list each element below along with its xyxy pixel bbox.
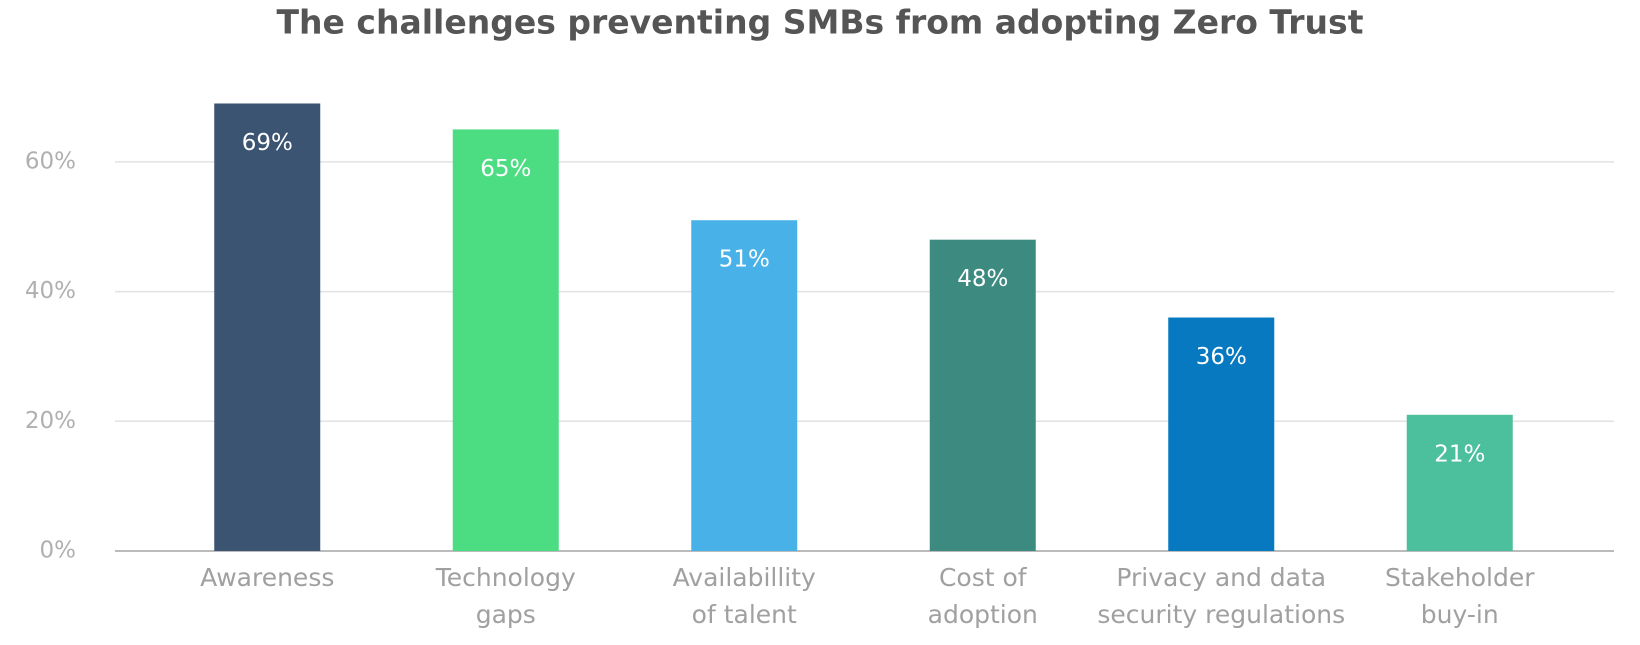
y-tick-label: 60% [25,148,76,174]
bar [1406,414,1513,551]
value-label: 48% [957,266,1008,292]
x-tick-label: Stakeholder buy-in [1384,563,1535,629]
y-tick-label: 0% [40,538,77,564]
bar [929,239,1036,551]
x-tick-label: Awareness [200,563,335,592]
bar [691,220,798,551]
value-label: 51% [719,247,770,273]
value-label: 21% [1434,441,1485,467]
chart-title: The challenges preventing SMBs from adop… [277,3,1364,42]
x-tick-label: Availabillity of talent [672,563,816,629]
value-label: 65% [480,156,531,182]
x-tick-label: Privacy and data security regulations [1097,563,1346,629]
y-tick-label: 20% [25,408,76,434]
x-tick-label: Cost of adoption [927,563,1038,629]
bar [1168,317,1275,551]
y-tick-label: 40% [25,278,76,304]
value-label: 36% [1196,344,1247,370]
value-label: 69% [242,130,293,156]
bar [452,129,559,551]
x-tick-label: Technology gaps [435,563,576,629]
bar [214,103,321,551]
